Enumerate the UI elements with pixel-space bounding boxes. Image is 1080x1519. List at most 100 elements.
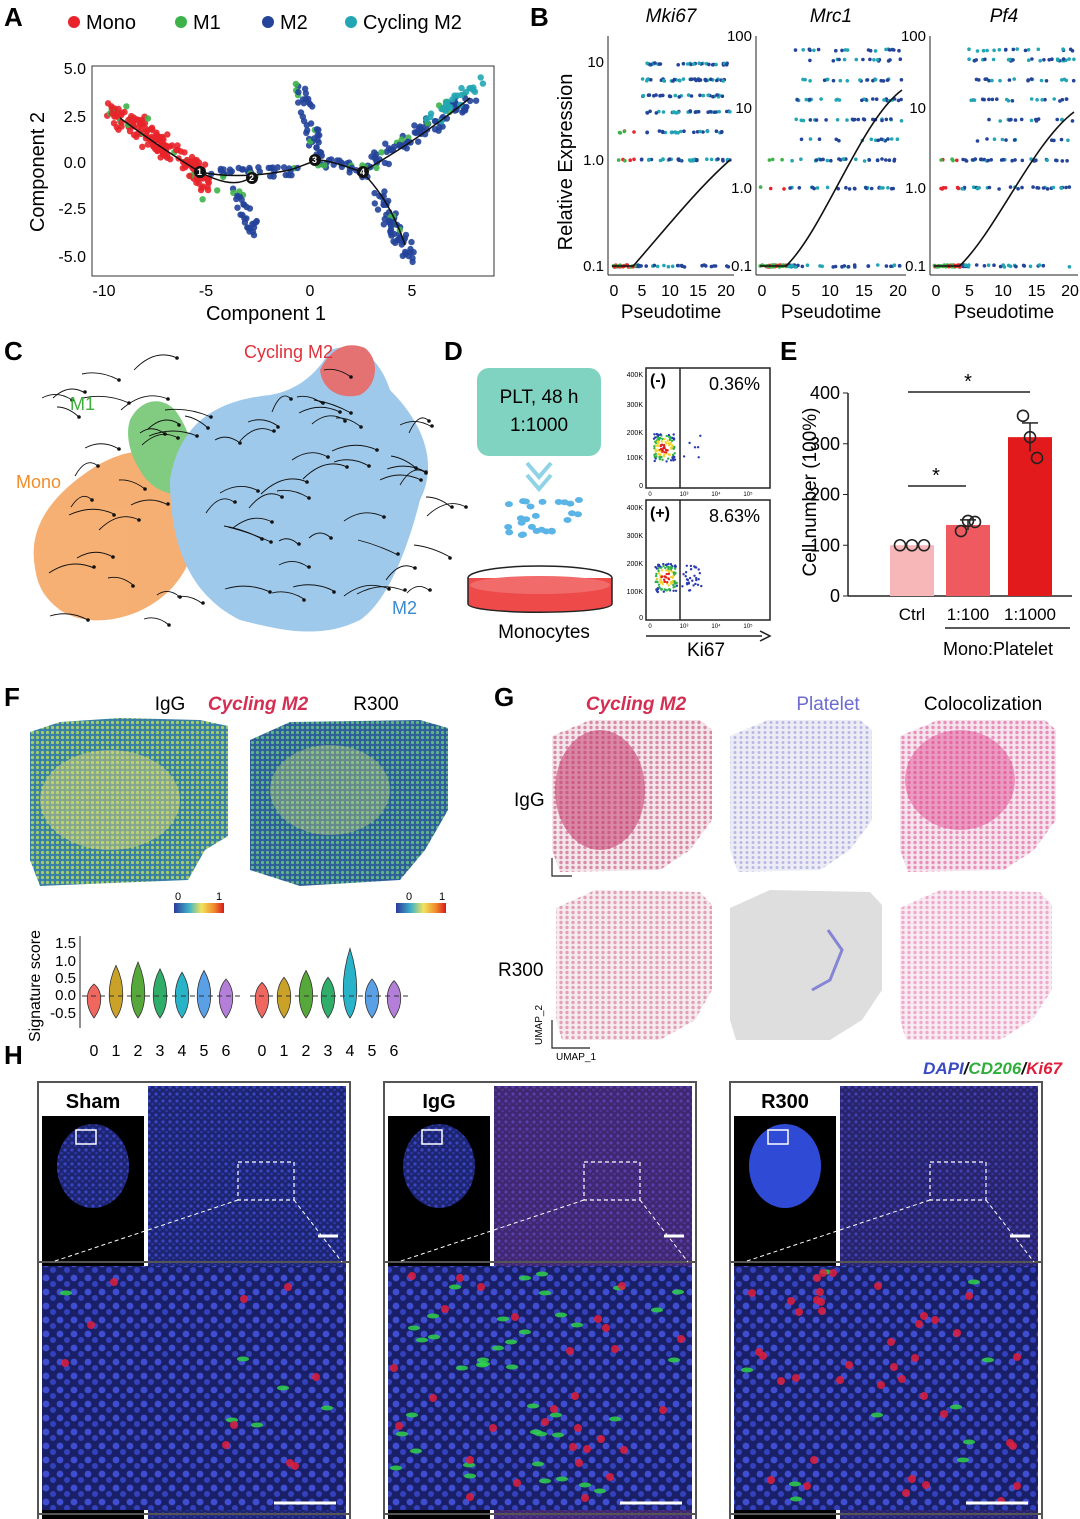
- h-ki67-cell: [902, 1489, 910, 1497]
- a-ytick-1: 2.5: [64, 109, 86, 126]
- h-ki67-cell: [803, 1482, 811, 1490]
- b-point: [886, 186, 890, 190]
- a-point: [431, 126, 439, 133]
- a-point: [315, 126, 322, 134]
- f-r300-cluster-label: 3: [324, 1043, 333, 1060]
- e-sig-1: *: [932, 465, 940, 487]
- e-xtick: 1:1000: [1004, 605, 1056, 624]
- c-stream-line: [76, 551, 114, 559]
- b-gene-title: Mki67: [646, 6, 698, 27]
- c-stream-arrow: [166, 502, 170, 506]
- branch-point-2: [246, 172, 258, 184]
- h-legend-cd206: CD206: [968, 1059, 1021, 1078]
- b-point: [1030, 57, 1034, 61]
- h-block-sham: Sham: [37, 1081, 351, 1519]
- h-label-bg: [42, 1086, 144, 1116]
- flow-event-positive: [689, 568, 693, 571]
- legend-dot-cycling: [345, 16, 357, 28]
- b-point: [673, 130, 678, 134]
- f-r300-cluster-label: 1: [280, 1043, 289, 1060]
- b-point: [856, 117, 861, 122]
- b-point: [967, 263, 971, 267]
- c-stream-arrow: [329, 536, 333, 540]
- h-ki67-cell: [566, 1347, 574, 1355]
- h-block-igg: IgG: [383, 1081, 697, 1519]
- h-ki67-cell: [489, 1424, 497, 1432]
- flow-event: [658, 586, 661, 589]
- b-point: [1040, 98, 1044, 102]
- h-cd206-cell: [968, 1279, 980, 1285]
- h-cd206-cell: [527, 1403, 539, 1409]
- c-stream-line: [343, 584, 390, 597]
- h-cd206-cell: [519, 1329, 531, 1335]
- b-point: [693, 110, 698, 114]
- b-point: [1002, 265, 1007, 269]
- h-cd206-cell: [506, 1364, 518, 1370]
- b-point: [707, 62, 711, 67]
- c-stream-arrow: [307, 496, 311, 500]
- c-stream-arrow: [367, 464, 371, 468]
- h-ki67-cell: [911, 1354, 919, 1362]
- b-point: [865, 78, 870, 82]
- flow-event: [674, 589, 678, 592]
- b-ytick: 1.0: [905, 180, 926, 197]
- b-point: [807, 97, 812, 102]
- b-point: [960, 186, 964, 191]
- b-point: [854, 57, 859, 62]
- b-point: [939, 186, 943, 191]
- h-zoom-image: [42, 1266, 346, 1510]
- flow-event: [659, 433, 662, 436]
- b-point: [838, 78, 843, 83]
- flow-event: [670, 439, 674, 443]
- h-ki67-cell: [813, 1296, 821, 1304]
- c-stream-line: [323, 368, 352, 378]
- b-xtick: 10: [994, 283, 1012, 300]
- b-point: [780, 157, 784, 162]
- c-stream-line: [298, 406, 341, 414]
- b-point: [623, 158, 627, 163]
- a-point: [304, 127, 311, 134]
- b-xtick: 5: [965, 283, 974, 300]
- h-ki67-cell: [581, 1494, 589, 1502]
- flow-ytick-top-1: 300K: [627, 402, 644, 409]
- b-point: [701, 93, 706, 98]
- c-stream-arrow: [326, 455, 330, 459]
- b-xtick: 10: [821, 283, 839, 300]
- h-cd206-cell: [428, 1334, 440, 1340]
- cluster-cycling: [320, 345, 376, 397]
- h-legend-ki67: Ki67: [1026, 1059, 1063, 1078]
- c-stream-line: [141, 433, 179, 446]
- a-point: [199, 196, 206, 203]
- c-stream-arrow: [349, 375, 353, 379]
- c-stream-arrow: [137, 518, 141, 522]
- h-cd206-cell: [672, 1289, 684, 1295]
- b-point: [998, 119, 1002, 123]
- flow-xlabel: Ki67: [687, 640, 725, 661]
- b-point: [972, 59, 977, 63]
- b-point: [1004, 138, 1008, 142]
- flow-event: [657, 444, 661, 447]
- c-stream-line: [399, 469, 427, 486]
- b-point: [972, 98, 977, 102]
- a-point: [396, 141, 403, 148]
- a-point: [142, 135, 150, 142]
- platelet-dot: [519, 498, 528, 505]
- a-point: [280, 164, 288, 171]
- c-stream-line: [313, 399, 352, 414]
- flow-event: [660, 575, 663, 579]
- b-ytick: 10: [587, 54, 604, 71]
- b-point: [956, 186, 961, 191]
- panel-letter-c: C: [4, 336, 23, 366]
- f-r300-violin-1: [276, 976, 292, 1019]
- legend-dot-m2: [262, 16, 274, 28]
- h-ki67-cell: [513, 1479, 521, 1487]
- a-point: [204, 186, 212, 194]
- b-point: [1008, 185, 1013, 189]
- b-point: [693, 77, 697, 81]
- flow-event: [669, 437, 672, 440]
- a-point: [182, 164, 189, 171]
- c-stream-arrow: [177, 423, 181, 427]
- b-xtick: 0: [932, 283, 941, 300]
- panel-letter-e: E: [780, 336, 797, 366]
- h-legend-dapi: DAPI: [923, 1059, 965, 1078]
